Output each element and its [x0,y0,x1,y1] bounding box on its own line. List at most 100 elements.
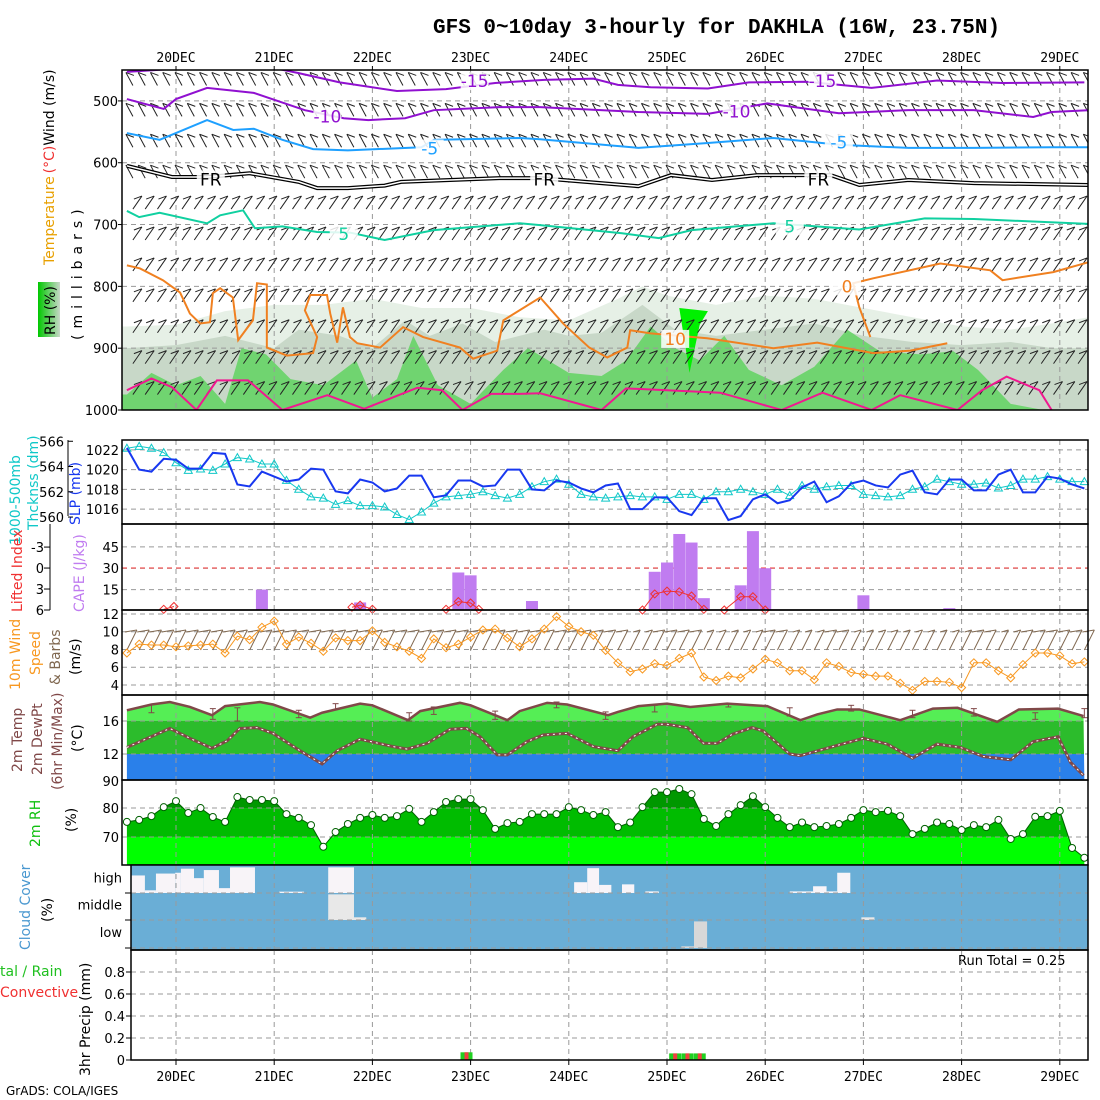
wind-barb [1028,257,1039,272]
barb-shaft [875,629,887,651]
barb-shaft [574,288,585,303]
wind-barb [1020,629,1034,651]
precip-tick: 0.6 [104,988,125,1003]
wind-barb [549,195,560,210]
barb-shaft [758,257,769,272]
wind-barb [616,133,626,148]
barb-flag [281,288,290,293]
cloud-labels: Cloud Cover (%) [18,864,56,950]
barb-flag [1091,227,1099,230]
barb-flag [722,288,732,293]
barb-flag [1042,226,1051,231]
wind-barb [125,102,135,117]
barb-shaft [279,226,290,241]
barb-flag [268,288,278,293]
barb-flag [587,381,597,386]
barb-flag [174,133,184,138]
wind-barb [807,288,818,303]
freezing-level-inner [126,165,1088,189]
barb-flag [465,288,474,293]
wind-barb [432,71,441,86]
rh-marker [1043,812,1052,821]
wind-barb [1028,288,1039,303]
barb-flag [305,257,314,262]
wind-barb [984,102,994,117]
barb-shaft [530,103,539,117]
wind-barb [579,133,589,148]
wind-barb [868,381,879,395]
rh-marker [687,790,696,799]
barb-shaft [1058,103,1067,117]
barb-shaft [555,164,563,179]
barb-flag [543,133,552,138]
barb-flag [808,381,818,386]
barb-flag [354,381,364,386]
barb-flag [551,257,560,262]
barb-shaft [746,257,757,272]
barb-flag [408,164,417,169]
barb-flag [784,319,793,324]
thickness-marker [686,489,697,498]
barb-flag [727,71,736,76]
barb-shaft [377,226,388,241]
barb-flag [518,164,527,169]
barb-shaft [746,226,757,241]
barb-flag [833,350,842,355]
wind-barb [402,226,413,241]
barb-shaft [451,195,462,210]
barb-shaft [174,72,183,86]
barb-shaft [402,350,413,364]
barb-shaft [996,134,1005,148]
contour-label-bg [775,217,804,236]
barb-flag [1066,226,1075,231]
barb-shaft [248,134,257,148]
wind-speed-marker [1067,658,1077,669]
wind-barb [500,350,511,364]
barb-flag [489,226,499,231]
barb-flag [948,71,957,76]
wind-barb [954,226,965,241]
barb-shaft [235,134,244,148]
barb-shaft [549,195,560,210]
barb-shaft [837,103,846,117]
barb-flag [1058,71,1067,76]
barb-shaft [751,134,760,148]
barb-flag [821,350,830,355]
day-label: 21DEC [255,51,294,66]
barb-flag [199,102,208,107]
wind-barb [819,195,830,210]
li-tick: -3 [31,541,44,556]
barb-flag [575,288,584,293]
wind-barb [905,226,916,241]
barb-shaft [849,103,858,117]
barb-flag [416,350,425,355]
barb-shaft [1053,257,1063,272]
barb-shaft [211,134,220,148]
barb-flag [440,288,449,293]
wind-barb [740,629,752,651]
wind-barb [837,102,847,117]
wind-barb [665,71,675,86]
barb-shaft [1059,629,1071,651]
wind-barb [518,164,527,179]
pressure-tick: 900 [93,342,118,357]
barb-shaft [427,288,437,303]
barb-shaft [169,319,180,334]
wind-speed-marker [834,661,844,672]
barb-flag [710,350,720,355]
barb-flag [403,226,413,231]
barb-shaft [1004,257,1014,272]
wind-barb [328,381,339,395]
barb-shaft [770,288,781,303]
cape-tick: 45 [102,541,119,556]
barb-shaft [690,134,698,148]
barb-flag [615,629,628,633]
barb-flag [244,319,253,324]
barb-shaft [623,257,634,272]
barb-shaft [537,195,548,210]
wind-barb [807,226,818,241]
wind-barb [218,350,229,364]
thickness-marker [674,489,685,498]
barb-flag [452,319,462,324]
wind-barb [530,102,540,117]
